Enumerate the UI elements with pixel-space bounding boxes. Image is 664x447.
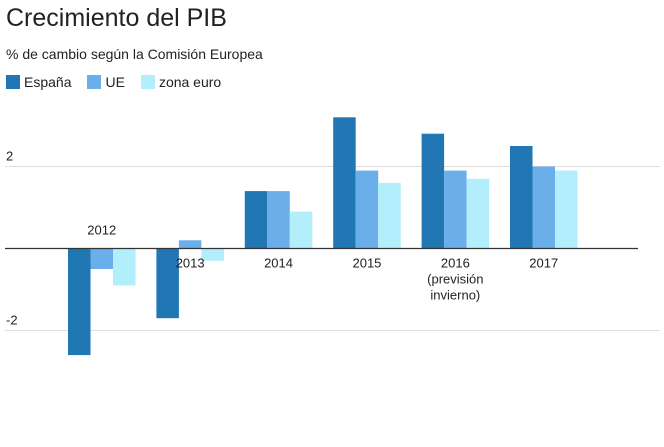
x-category-label: 2012 [87,223,116,238]
bar-zona-euro [555,170,578,249]
legend-label-zona-euro: zona euro [158,74,222,90]
legend: España UE zona euro [6,74,221,90]
x-category-label: (previsión [427,272,483,287]
bar-espana [156,248,179,319]
y-tick-label: 2 [6,149,13,164]
y-tick-label: -2 [6,313,18,328]
bar-espana [510,146,533,249]
bar-zona-euro [378,182,401,249]
bar-ue [355,170,379,249]
bar-ue [90,248,113,269]
legend-swatch-zona-euro [140,75,155,89]
legend-item-ue: UE [87,74,125,90]
bar-espana [421,133,445,249]
legend-swatch-espana [6,75,20,89]
chart-title: Crecimiento del PIB [6,4,227,32]
bar-espana [244,191,268,249]
x-category-label: 2016 [441,256,470,271]
bar-espana [333,117,356,249]
bar-ue [267,191,290,249]
bar-zona-euro [201,248,224,261]
bar-zona-euro [466,178,490,249]
legend-item-zona-euro: zona euro [140,74,222,90]
bar-ue [178,240,202,249]
bar-zona-euro [113,248,136,286]
x-category-label: 2013 [176,256,205,271]
legend-item-espana: España [6,74,71,90]
legend-label-ue: UE [105,74,125,90]
chart-subtitle: % de cambio según la Comisión Europea [6,46,263,62]
x-category-label: 2017 [529,256,558,271]
bar-ue [532,166,555,249]
x-category-label: 2015 [352,256,381,271]
x-category-label: invierno) [430,288,480,303]
legend-swatch-ue [87,75,102,89]
legend-label-espana: España [24,74,72,90]
bar-zona-euro [289,211,313,249]
bar-ue [444,170,467,249]
x-category-label: 2014 [264,256,293,271]
bar-espana [68,248,91,356]
